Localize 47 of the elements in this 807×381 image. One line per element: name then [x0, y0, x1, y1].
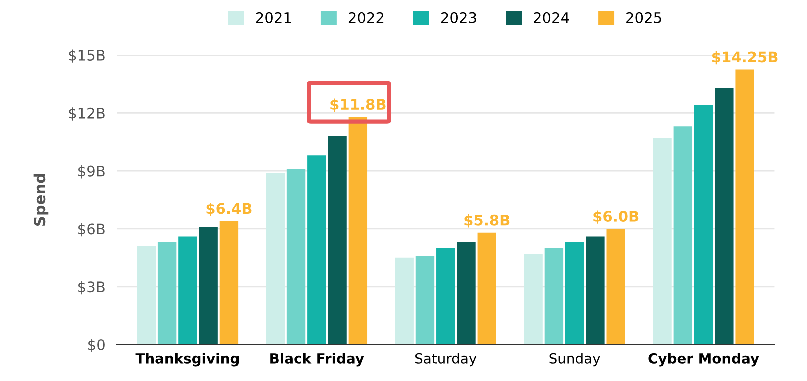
bar [524, 254, 543, 345]
data-label: $6.0B [594, 210, 639, 224]
bar [544, 248, 564, 345]
bar [348, 117, 368, 345]
bar [694, 105, 714, 345]
bar [199, 227, 218, 345]
x-tick-label: Saturday [415, 353, 477, 367]
legend-label: 2025 [626, 12, 662, 24]
legend-label: 2024 [534, 12, 570, 24]
y-axis-title: Spend [34, 174, 49, 226]
bar [674, 126, 693, 345]
legend-label: 2022 [348, 12, 384, 24]
legend-label: 2021 [256, 12, 292, 24]
data-label: $14.25B [712, 51, 778, 65]
y-tick-label: $6B [78, 223, 105, 237]
data-label: $6.4B [206, 202, 252, 216]
bar [565, 242, 584, 345]
bar [178, 236, 198, 345]
x-tick-label: Thanksgiving [136, 353, 240, 367]
legend-label: 2023 [442, 12, 476, 24]
bar [586, 236, 605, 345]
x-tick-label: Sunday [550, 353, 600, 367]
bar [478, 232, 496, 345]
bar [606, 228, 626, 345]
bar [715, 88, 734, 345]
bar [436, 248, 456, 345]
bar [137, 246, 156, 345]
bar [286, 169, 306, 345]
y-tick-label: $3B [78, 281, 105, 295]
bar [220, 221, 239, 345]
bar [158, 242, 177, 345]
y-tick-label: $9B [78, 166, 105, 179]
data-label: $11.8B [330, 98, 386, 112]
y-tick-label: $15B [69, 50, 105, 63]
bar [308, 156, 326, 345]
x-tick-label: Cyber Monday [648, 353, 760, 367]
bar [457, 242, 476, 345]
bar [653, 138, 672, 345]
y-tick-label: $0 [88, 339, 105, 352]
bar [416, 256, 435, 345]
bar [736, 70, 754, 345]
y-tick-label: $12B [69, 108, 105, 121]
data-label: $5.8B [464, 214, 510, 228]
bar [266, 173, 285, 345]
bar [328, 136, 347, 345]
bar [395, 258, 414, 345]
x-tick-label: Black Friday [270, 353, 364, 367]
